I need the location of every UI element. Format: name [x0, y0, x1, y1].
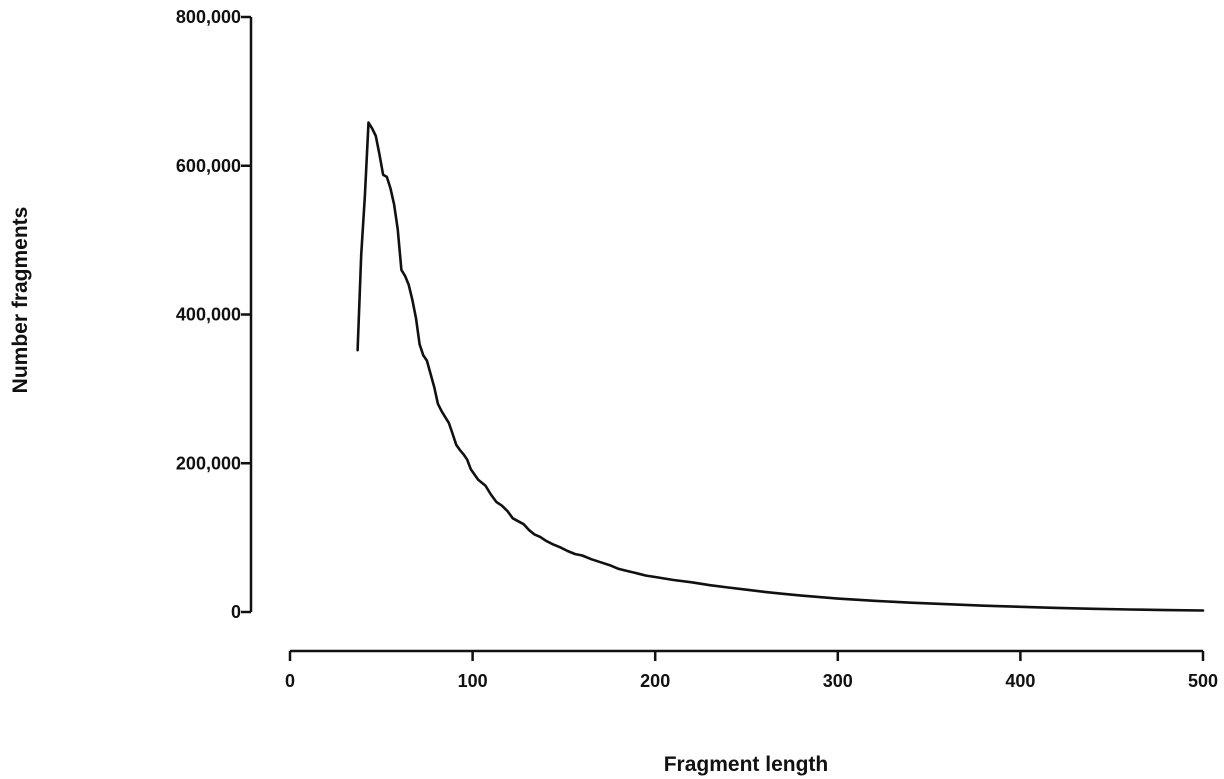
y-axis-title: Number fragments — [9, 207, 32, 394]
x-axis: 0 100 200 300 400 500 — [285, 649, 1218, 691]
series-group — [356, 121, 1205, 612]
x-tick-label: 300 — [823, 671, 853, 691]
series-line — [356, 121, 1205, 612]
x-tick-label: 100 — [458, 671, 488, 691]
x-tick-label: 500 — [1188, 671, 1218, 691]
y-tick-label: 200,000 — [176, 453, 241, 473]
y-tick-label: 0 — [231, 602, 241, 622]
x-tick-label: 0 — [285, 671, 295, 691]
y-tick-label: 400,000 — [176, 305, 241, 325]
y-axis: 0 200,000 400,000 600,000 800,000 — [176, 7, 253, 622]
x-axis-title: Fragment length — [664, 753, 829, 776]
y-tick-label: 800,000 — [176, 7, 241, 27]
x-tick-label: 400 — [1005, 671, 1035, 691]
y-tick-label: 600,000 — [176, 156, 241, 176]
x-tick-label: 200 — [640, 671, 670, 691]
